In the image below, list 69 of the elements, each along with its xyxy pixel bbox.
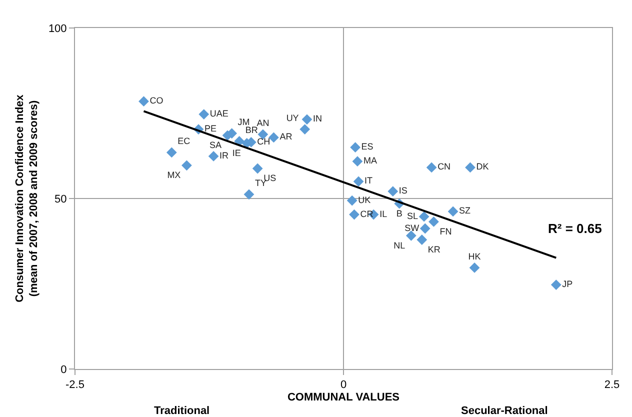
data-label: IL (380, 208, 388, 219)
x-tick-label: 2.5 (604, 379, 620, 392)
data-label: SZ (459, 206, 472, 216)
x-tick-label: -2.5 (66, 379, 84, 392)
point (416, 234, 428, 245)
data-label: AR (280, 132, 293, 142)
point (302, 114, 312, 125)
data-label: JP (562, 279, 573, 290)
point (448, 206, 458, 217)
point (550, 280, 562, 290)
point (182, 160, 192, 171)
data-label: DK (476, 162, 489, 172)
data-label: SA (209, 140, 222, 150)
point (353, 176, 364, 187)
data-label: UK (358, 194, 371, 205)
point (465, 162, 476, 173)
point (388, 186, 398, 197)
y-axis-title: Consumer Innovation Confidence Index (mean of 2007, 2008 and 2009 scores) (14, 94, 40, 302)
data-label: ES (361, 142, 374, 152)
data-label: PE (204, 124, 217, 134)
point (346, 195, 358, 206)
point (352, 156, 363, 167)
data-label: IN (312, 114, 322, 124)
text: Secular-Rational (461, 405, 548, 417)
point (428, 216, 439, 227)
y-tick-label: 0 (60, 364, 67, 376)
data-label: EC (178, 136, 191, 146)
y-tick-label: 100 (48, 22, 67, 35)
data-label: MA (363, 156, 377, 166)
data-label: FN (440, 226, 452, 236)
data-label: MX (167, 170, 181, 180)
data-label: NL (394, 240, 406, 250)
data-label: HK (468, 251, 481, 262)
data-label: SW (404, 222, 420, 233)
data-label: UAE (210, 108, 228, 119)
data-label: CN (438, 162, 451, 172)
point (244, 189, 254, 200)
data-label: IT (364, 176, 374, 186)
point (198, 109, 210, 120)
point (300, 124, 310, 134)
x-tick-label: 0 (340, 379, 347, 392)
point (426, 162, 437, 173)
point (166, 147, 177, 158)
text: Traditional (154, 405, 210, 417)
x-axis-title: COMMUNAL VALUES (287, 391, 400, 404)
data-label: UY (286, 113, 299, 124)
data-label: SL (407, 210, 418, 221)
data-label: JM (238, 117, 250, 128)
point (420, 223, 430, 234)
point (469, 262, 480, 273)
data-label: B (396, 208, 402, 218)
point (418, 211, 430, 222)
data-label: KR (428, 244, 441, 255)
point (350, 142, 361, 153)
point (268, 132, 279, 143)
point (138, 96, 149, 107)
data-label: IR (220, 150, 230, 160)
point (349, 209, 360, 220)
point (208, 151, 219, 162)
annotation: R² = 0.65 (548, 221, 602, 236)
data-label: CH (257, 136, 270, 146)
data-label: BR (245, 124, 258, 135)
data-label: AN (256, 118, 270, 128)
y-tick-label: 50 (54, 193, 67, 206)
point (252, 163, 263, 174)
data-label: IE (232, 148, 241, 158)
data-label: CO (150, 96, 164, 106)
data-label: IS (398, 186, 408, 196)
data-label: US (264, 173, 276, 184)
